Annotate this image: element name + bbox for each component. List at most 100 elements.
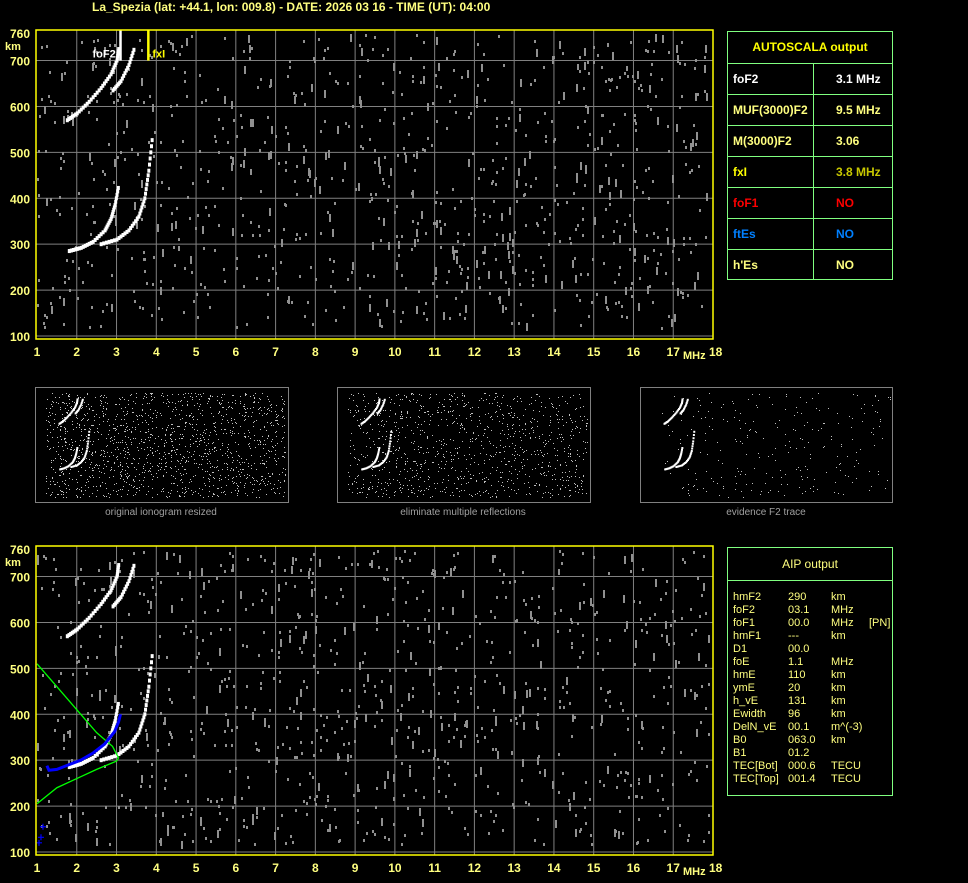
noise-point — [514, 433, 515, 434]
noise-point — [203, 393, 204, 394]
y-tick-label: 760 — [10, 27, 30, 41]
noise-point — [102, 310, 104, 313]
noise-point — [400, 713, 402, 721]
noise-point — [92, 493, 93, 494]
noise-point — [839, 464, 840, 465]
noise-point — [627, 772, 629, 775]
noise-point — [352, 484, 353, 485]
noise-point — [364, 396, 365, 397]
noise-point — [150, 437, 151, 438]
noise-point — [166, 552, 168, 560]
trace-point — [382, 402, 385, 404]
noise-point — [402, 576, 404, 579]
noise-point — [114, 463, 115, 464]
noise-point — [571, 420, 572, 421]
noise-point — [582, 207, 584, 210]
trace-point — [79, 462, 82, 464]
noise-point — [326, 739, 328, 742]
noise-point — [58, 442, 59, 443]
noise-point — [136, 415, 137, 416]
e-layer-point — [35, 839, 42, 846]
noise-point — [679, 62, 681, 65]
noise-point — [199, 464, 200, 465]
noise-point — [504, 434, 505, 435]
noise-point — [350, 453, 351, 454]
noise-point — [570, 242, 572, 245]
trace-point — [71, 465, 74, 468]
noise-point — [761, 491, 762, 492]
noise-point — [422, 750, 424, 753]
noise-point — [509, 260, 511, 263]
trace-point — [112, 205, 116, 210]
noise-point — [826, 472, 827, 473]
noise-point — [199, 74, 201, 77]
noise-point — [188, 488, 189, 489]
noise-point — [160, 280, 162, 283]
noise-point — [90, 441, 91, 442]
noise-point — [563, 425, 564, 426]
noise-point — [253, 395, 254, 396]
noise-point — [277, 827, 279, 830]
x-tick-label: 15 — [587, 345, 601, 359]
x-tick-label: 9 — [352, 345, 359, 359]
noise-point — [184, 833, 186, 836]
noise-point — [404, 395, 405, 396]
noise-point — [454, 783, 456, 786]
noise-point — [208, 443, 209, 444]
noise-point — [60, 466, 61, 467]
noise-point — [60, 815, 62, 818]
noise-point — [38, 150, 40, 153]
noise-point — [247, 776, 249, 779]
noise-point — [503, 573, 505, 576]
noise-point — [382, 420, 383, 421]
noise-point — [427, 436, 428, 437]
noise-point — [423, 312, 425, 315]
noise-point — [58, 680, 60, 683]
noise-point — [396, 460, 397, 461]
noise-point — [547, 453, 548, 454]
noise-point — [347, 278, 349, 281]
noise-point — [119, 95, 121, 98]
x-tick-label: 18 — [709, 861, 723, 875]
trace-point — [113, 719, 117, 724]
noise-point — [807, 469, 808, 470]
noise-point — [309, 772, 311, 775]
noise-point — [381, 818, 383, 826]
noise-point — [303, 800, 305, 803]
noise-point — [718, 460, 719, 461]
noise-point — [580, 273, 582, 276]
trace-point — [119, 234, 123, 239]
noise-point — [265, 592, 267, 595]
trace-point — [144, 191, 148, 196]
noise-point — [599, 780, 601, 783]
noise-point — [258, 444, 259, 445]
noise-point — [577, 486, 578, 487]
noise-point — [581, 483, 582, 484]
noise-point — [417, 222, 419, 225]
noise-point — [171, 490, 172, 491]
noise-point — [699, 400, 700, 401]
noise-point — [216, 800, 218, 803]
noise-point — [668, 425, 669, 426]
noise-point — [605, 296, 607, 304]
trace-point — [146, 177, 150, 182]
trace-point — [132, 47, 136, 52]
noise-point — [60, 456, 61, 457]
noise-point — [50, 425, 51, 426]
noise-point — [653, 653, 655, 661]
noise-point — [484, 463, 485, 464]
noise-point — [127, 430, 128, 431]
noise-point — [355, 712, 357, 715]
noise-point — [51, 460, 52, 461]
noise-point — [246, 478, 247, 479]
noise-point — [117, 414, 118, 415]
noise-point — [680, 291, 682, 294]
noise-point — [328, 150, 330, 158]
trace-point — [64, 418, 67, 421]
noise-point — [295, 809, 297, 812]
noise-point — [79, 424, 80, 425]
noise-point — [457, 452, 458, 453]
noise-point — [172, 287, 174, 290]
noise-point — [77, 457, 78, 458]
noise-point — [612, 52, 614, 60]
